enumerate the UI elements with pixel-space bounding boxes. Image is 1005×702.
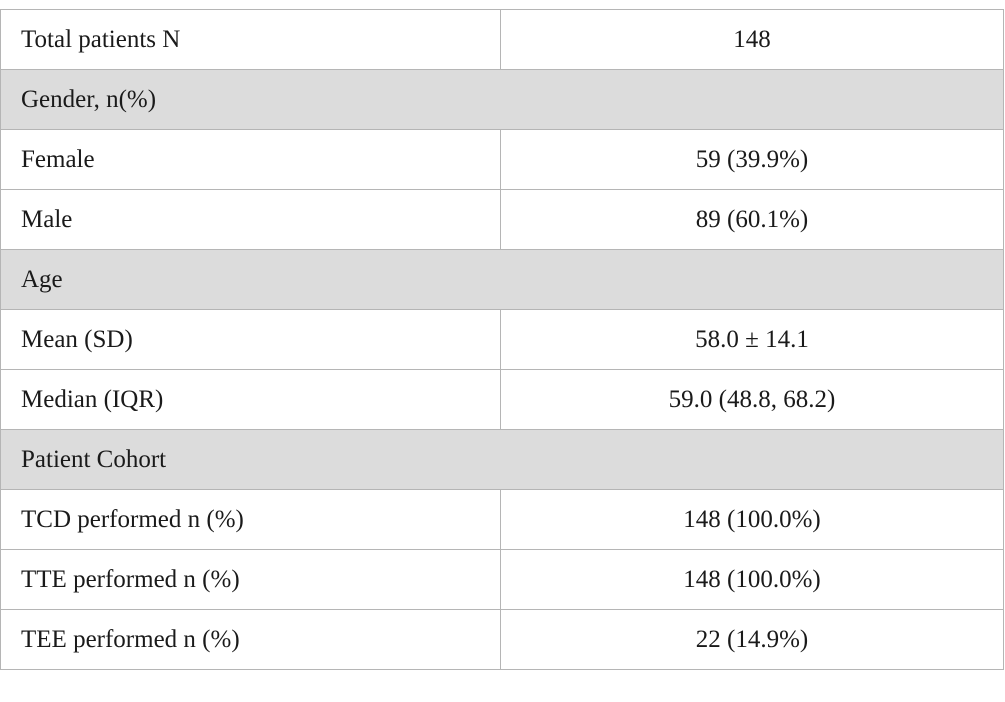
row-value: 89 (60.1%) [500,189,1004,250]
section-header-row: Gender, n(%) [0,69,1004,130]
row-value: 148 (100.0%) [500,549,1004,610]
table-row: Mean (SD) 58.0 ± 14.1 [0,309,1004,370]
row-value: 148 [500,9,1004,70]
table-row: TEE performed n (%) 22 (14.9%) [0,609,1004,670]
table-row: Male 89 (60.1%) [0,189,1004,250]
table-row: Female 59 (39.9%) [0,129,1004,190]
row-label: TEE performed n (%) [0,609,501,670]
row-label: Median (IQR) [0,369,501,430]
row-value: 22 (14.9%) [500,609,1004,670]
row-label: Male [0,189,501,250]
table-row: TCD performed n (%) 148 (100.0%) [0,489,1004,550]
row-label: Mean (SD) [0,309,501,370]
row-value: 58.0 ± 14.1 [500,309,1004,370]
section-header: Gender, n(%) [0,69,1004,130]
table-row: Total patients N 148 [0,9,1004,70]
row-value: 148 (100.0%) [500,489,1004,550]
section-header: Age [0,249,1004,310]
section-header-row: Age [0,249,1004,310]
row-label: TCD performed n (%) [0,489,501,550]
patient-characteristics-table: Total patients N 148 Gender, n(%) Female… [0,9,1004,670]
table-row: Median (IQR) 59.0 (48.8, 68.2) [0,369,1004,430]
row-label: Total patients N [0,9,501,70]
section-header: Patient Cohort [0,429,1004,490]
row-value: 59 (39.9%) [500,129,1004,190]
table-row: TTE performed n (%) 148 (100.0%) [0,549,1004,610]
section-header-row: Patient Cohort [0,429,1004,490]
row-label: Female [0,129,501,190]
row-label: TTE performed n (%) [0,549,501,610]
row-value: 59.0 (48.8, 68.2) [500,369,1004,430]
